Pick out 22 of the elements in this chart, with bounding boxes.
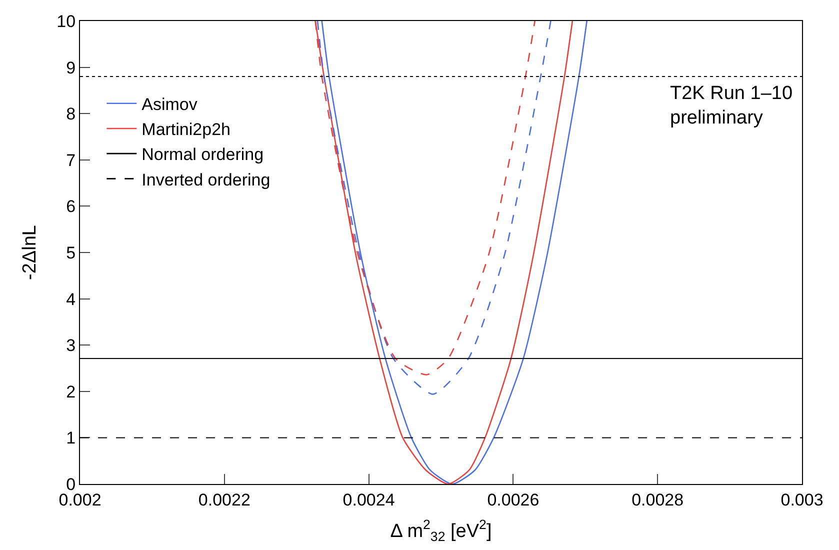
x-tick-label: 0.0026 [487,490,540,510]
legend-label: Inverted ordering [142,170,270,190]
annotation: T2K Run 1–10 preliminary [670,83,793,129]
legend-label: Asimov [142,95,198,114]
y-tick-label: 2 [66,382,76,402]
x-tick-label: 0.003 [780,490,824,510]
y-axis-title: -2ΔlnL [20,225,41,280]
y-tick-label: 1 [66,428,76,448]
y-tick-label: 10 [56,12,76,31]
x-tick-label: 0.0024 [342,490,395,510]
x-axis-title: Δ m$^{2}$$_{32}$ [eV$^{2}$] [390,517,492,544]
legend-label: Normal ordering [142,145,264,164]
y-tick-label: 3 [66,336,76,356]
y-tick-label: 5 [66,243,76,262]
y-tick-label: 4 [66,290,76,309]
y-tick-label: 7 [66,150,76,170]
x-tick-label: 0.0028 [632,490,684,510]
y-tick-label: 9 [66,58,76,78]
y-tick-label: 8 [66,104,76,124]
x-tick-label: 0.0022 [198,490,250,510]
legend-label: Martini2p2h [142,120,230,140]
y-tick-label: 6 [66,197,76,216]
